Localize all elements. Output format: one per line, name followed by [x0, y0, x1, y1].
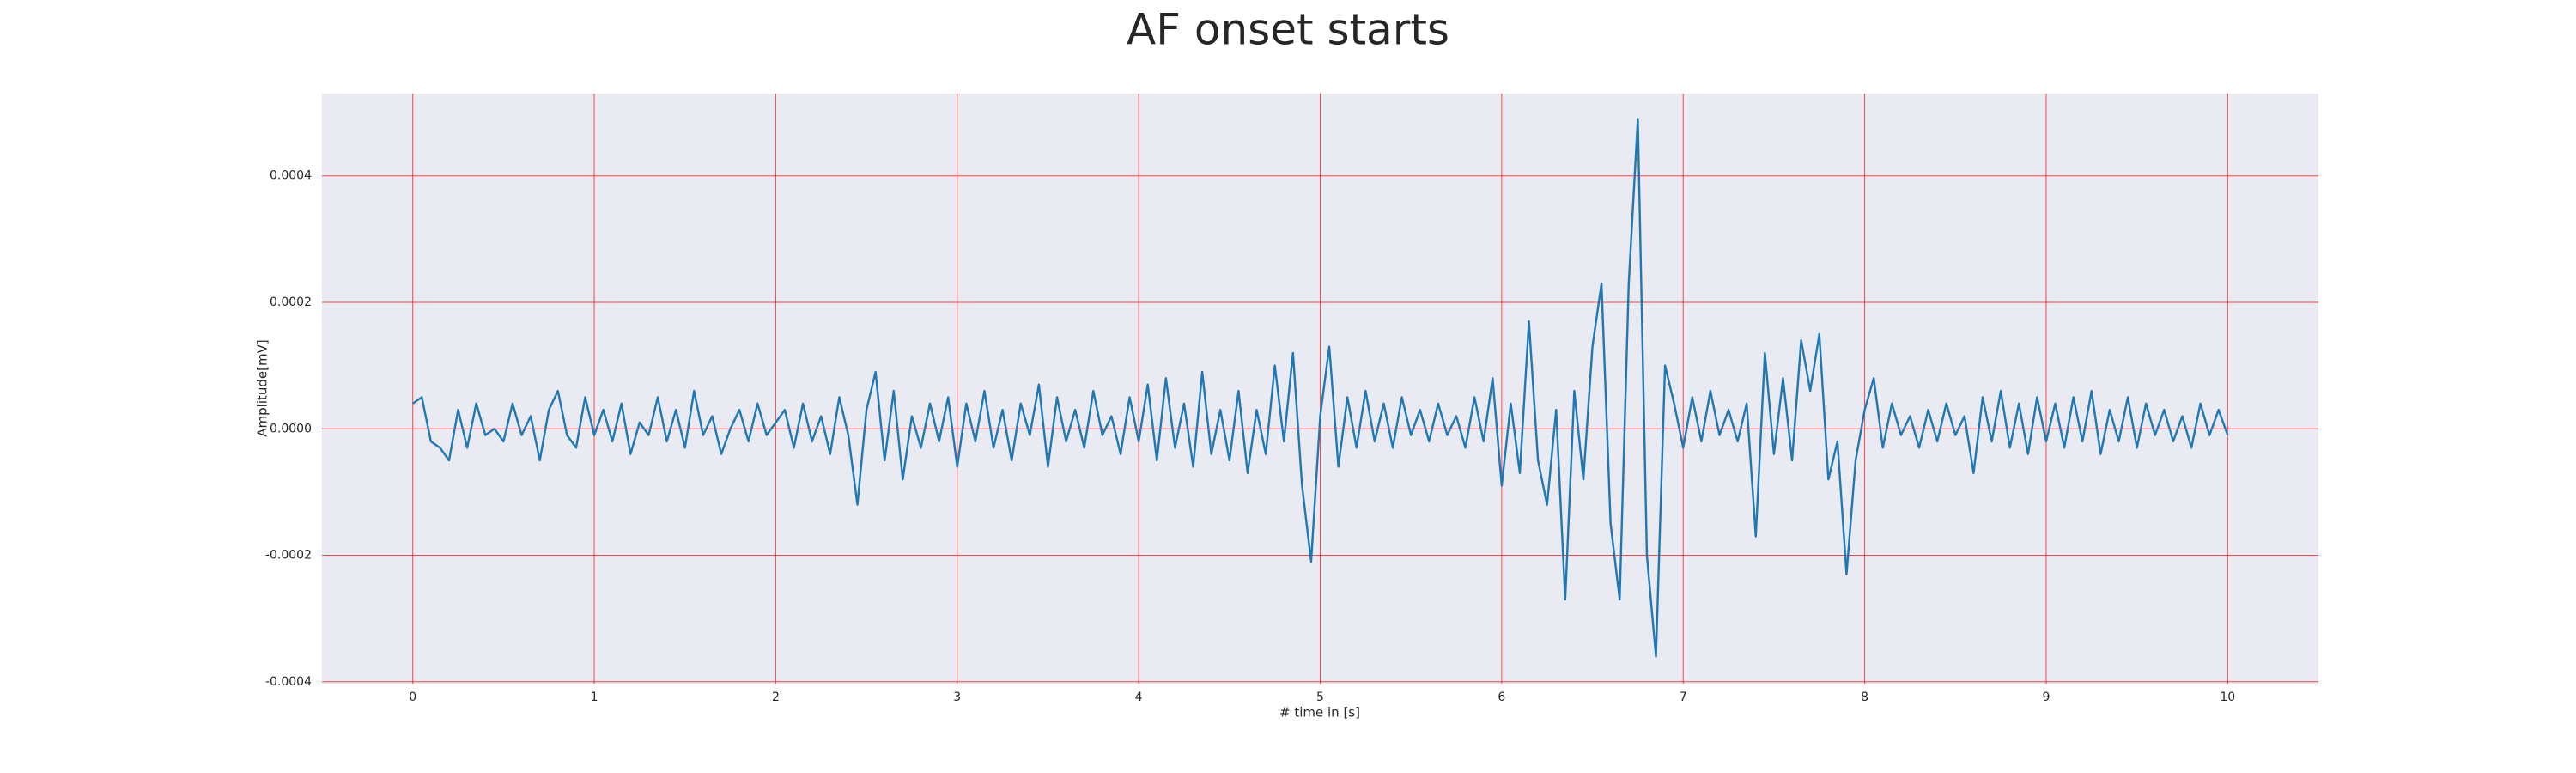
y-tick-label: 0.0002 — [270, 295, 312, 309]
y-tick-label: 0.0000 — [270, 422, 312, 435]
y-axis-label: Amplitude[mV] — [255, 339, 270, 436]
y-tick-label: -0.0004 — [265, 675, 312, 689]
y-tick-label: 0.0004 — [270, 169, 312, 183]
x-axis-label: # time in [s] — [1279, 705, 1360, 721]
signal-line — [411, 118, 2229, 658]
x-tick-label: 6 — [1498, 691, 1505, 704]
x-tick-label: 9 — [2042, 691, 2050, 704]
x-tick-label: 1 — [591, 691, 598, 704]
x-tick-label: 4 — [1135, 691, 1143, 704]
x-tick-label: 3 — [953, 691, 961, 704]
x-tick-label: 8 — [1861, 691, 1868, 704]
x-tick-label: 0 — [409, 691, 416, 704]
x-tick-label: 2 — [772, 691, 780, 704]
x-tick-label: 10 — [2220, 691, 2235, 704]
chart-title: AF onset starts — [1127, 5, 1449, 55]
x-tick-label: 5 — [1316, 691, 1324, 704]
x-tick-label: 7 — [1680, 691, 1687, 704]
y-tick-label: -0.0002 — [265, 549, 312, 563]
